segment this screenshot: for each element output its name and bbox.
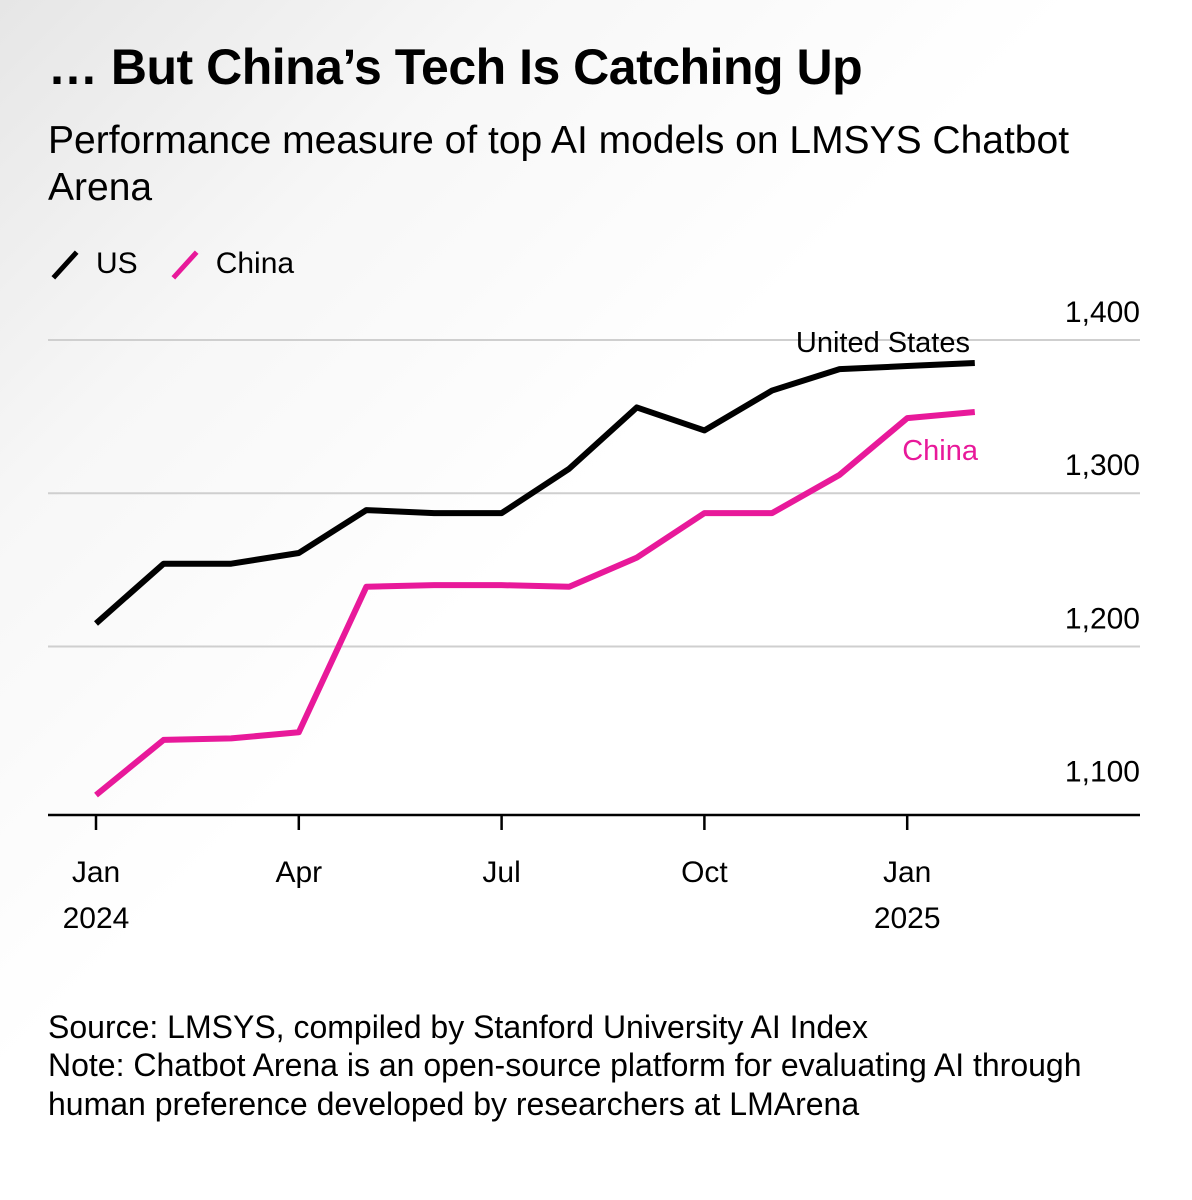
x-tick-label: Apr — [275, 856, 322, 889]
y-tick-label: 1,100 — [1065, 756, 1140, 789]
axis-layer: 1,100 1,200 1,300 1,400 Jan 2024 Apr Jul Oct Jan 2… — [48, 296, 1140, 935]
legend-label-us: US — [96, 247, 138, 280]
x-tick-label: Jul — [482, 856, 520, 889]
source-note: Source: LMSYS, compiled by Stanford Univ… — [48, 1009, 868, 1045]
series-label-united-states: United States — [796, 327, 970, 359]
footer: Source: LMSYS, compiled by Stanford Univ… — [48, 1008, 1158, 1123]
legend-item-us: US — [48, 246, 138, 282]
y-tick-label: 1,200 — [1065, 602, 1140, 635]
legend-swatch-us-line — [51, 250, 79, 280]
legend-label-china: China — [215, 247, 295, 280]
x-tick-year-label: 2024 — [63, 902, 130, 935]
grid-layer — [48, 339, 1140, 648]
x-tick-label: Jan — [72, 856, 120, 889]
legend: US China — [48, 246, 324, 282]
legend-item-china: China — [168, 246, 294, 282]
x-tick-year-label: 2025 — [874, 902, 941, 935]
x-tick-label: Jan — [883, 856, 931, 889]
chart-subtitle: Performance measure of top AI models on … — [48, 119, 1070, 209]
series-label-china: China — [902, 435, 979, 467]
legend-swatch-china — [171, 250, 199, 280]
legend-swatch-us — [51, 250, 79, 280]
y-tick-label: 1,400 — [1065, 296, 1140, 329]
methodology-note: Note: Chatbot Arena is an open-source pl… — [48, 1047, 1082, 1122]
series-layer — [94, 359, 976, 798]
us-series-line — [94, 359, 975, 626]
china-series-line — [94, 409, 976, 798]
x-tick-label: Oct — [681, 856, 728, 889]
chart-title: … But China’s Tech Is Catching Up — [48, 39, 863, 95]
y-tick-label: 1,300 — [1065, 449, 1140, 482]
legend-swatch-china-line — [171, 250, 199, 280]
